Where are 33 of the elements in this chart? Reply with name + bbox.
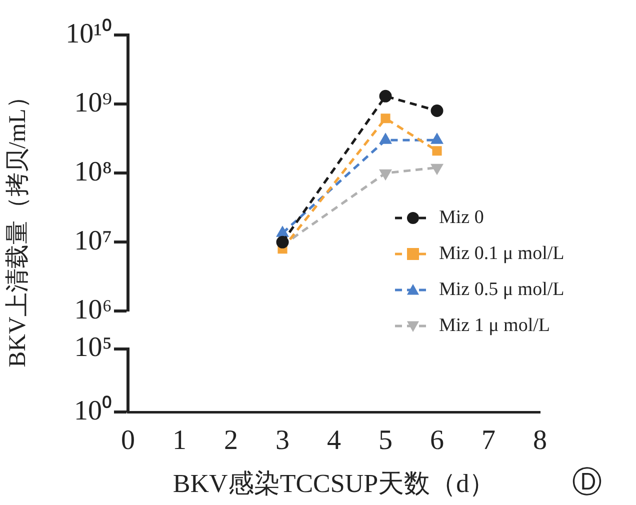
point [276, 226, 288, 237]
y-tick-label: 10⁷ [74, 226, 112, 257]
text: Ⓓ [572, 465, 602, 501]
x-tick-label: 6 [430, 425, 444, 456]
y-axis-title: BKV上清载量（拷贝/mL） [4, 84, 32, 370]
x-tick-label: 5 [378, 425, 392, 456]
x-tick-label: 8 [533, 425, 547, 456]
y-tick-label: 10⁰ [74, 395, 112, 426]
legend-label: Miz 0 [439, 207, 484, 229]
x-tick-label: 1 [172, 425, 186, 456]
point [380, 114, 390, 124]
legend-label: Miz 0.5 μ mol/L [439, 279, 564, 301]
x-tick-label: 0 [121, 425, 135, 456]
y-tick-label: 10⁵ [74, 332, 112, 364]
x-axis-title: BKV感染TCCSUP天数（d） [172, 469, 496, 498]
y-tick-label: 10⁹ [74, 87, 112, 118]
legend-label: Miz 1 μ mol/L [439, 315, 550, 337]
x-tick-label: 3 [276, 425, 290, 456]
point [380, 134, 392, 144]
x-tick-label: 7 [482, 425, 496, 456]
x-tick-label: 2 [224, 425, 238, 456]
point [379, 90, 392, 102]
point [430, 104, 444, 117]
legend-label: Miz 0.1 μ mol/L [439, 243, 564, 265]
y-tick-label: 10⁶ [74, 294, 112, 326]
point [276, 236, 289, 248]
point [432, 146, 442, 156]
y-tick-label: 10⁸ [74, 156, 112, 188]
x-tick-label: 4 [327, 425, 341, 456]
y-tick-label: 10¹⁰ [66, 18, 112, 50]
point [431, 134, 443, 144]
point [380, 169, 392, 180]
point [431, 164, 443, 174]
